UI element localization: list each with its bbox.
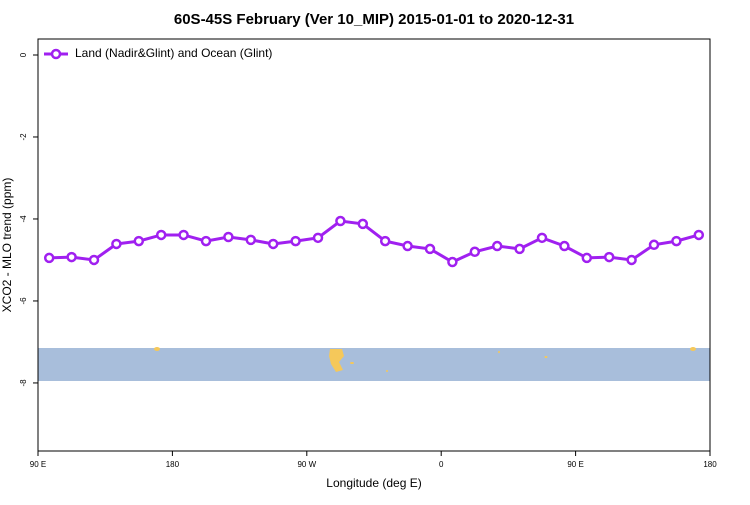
point [290,235,301,247]
point [133,235,145,247]
point [469,246,481,258]
y-tick-label: 0 [19,52,28,57]
point [491,240,503,252]
x-tick-label: 90 W [297,460,316,469]
point [200,235,212,247]
point [581,252,593,264]
point [155,229,167,241]
point [111,238,122,250]
point [447,256,458,268]
point [693,229,705,241]
legend-marker [50,48,62,60]
y-tick-label: -2 [19,133,28,141]
point [223,231,234,243]
y-axis-label: XCO2 - MLO trend (ppm) [0,178,14,313]
y-tick-label: -8 [19,379,28,387]
point [559,240,570,252]
point [43,252,55,264]
point [357,218,369,230]
point [178,229,189,241]
x-tick-label: 0 [439,460,444,469]
x-tick-label: 90 E [567,460,583,469]
y-tick-label: -6 [19,297,28,305]
point [671,235,682,247]
point [536,232,548,244]
point [66,251,77,263]
x-tick-label: 180 [703,460,717,469]
chart-title: 60S-45S February (Ver 10_MIP) 2015-01-01… [174,11,574,28]
point [424,243,436,255]
y-tick-label: -4 [19,215,28,223]
point [335,215,346,227]
point [514,243,525,255]
map-band [38,348,710,381]
land-patches [154,347,696,372]
point [267,238,279,250]
x-tick-label: 90 E [30,460,46,469]
x-axis-label: Longitude (deg E) [326,476,421,490]
point [626,254,637,266]
point [88,254,100,266]
point [603,251,615,263]
point [648,239,660,251]
series-line [49,219,700,264]
point [245,234,257,246]
plot-frame [37,38,711,452]
x-tick-label: 180 [166,460,180,469]
point [402,240,413,252]
point [312,232,324,244]
point [379,235,391,247]
legend-label: Land (Nadir&Glint) and Ocean (Glint) [75,46,272,60]
